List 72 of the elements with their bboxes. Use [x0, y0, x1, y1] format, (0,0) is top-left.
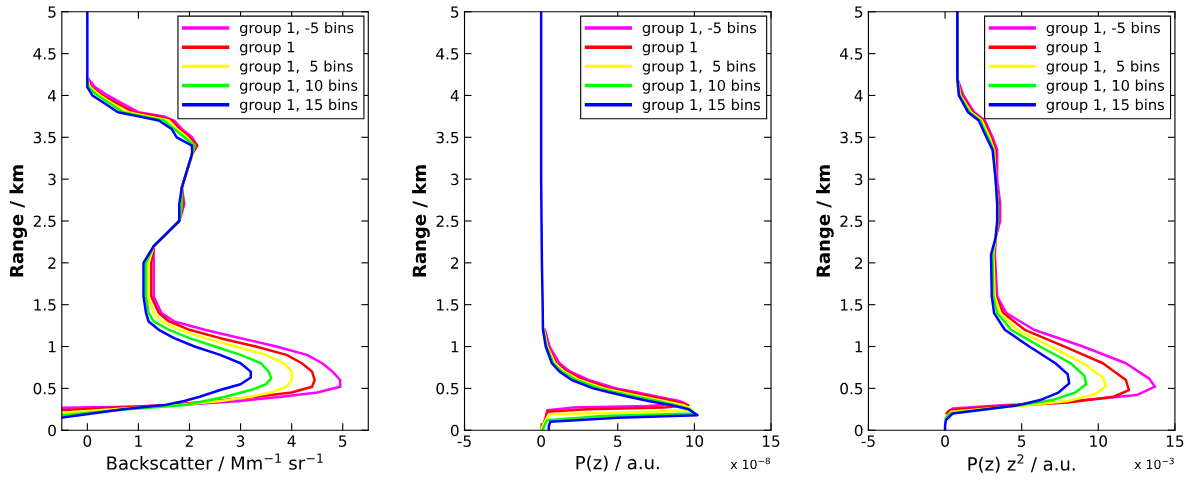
x-tick-label: 0 [537, 435, 545, 447]
y-tick-label: 4 [854, 90, 863, 102]
y-tick-label: 4.5 [33, 48, 56, 60]
x-tick-label: 15 [762, 435, 780, 447]
y-tick-label: 5 [451, 6, 459, 18]
legend-label: group 1, -5 bins [1046, 21, 1160, 37]
x-tick-label: 5 [1018, 435, 1026, 447]
y-tick-label: 3.5 [840, 131, 863, 144]
legend-label: group 1, 5 bins [1046, 60, 1160, 75]
x-tick-label: 10 [686, 435, 704, 447]
x-tick-label: 2 [185, 435, 193, 447]
y-tick-label: 2 [451, 257, 459, 269]
y-tick-label: 4.5 [436, 48, 459, 60]
legend-label: group 1, -5 bins [642, 21, 757, 37]
x-tick-label: 3 [236, 435, 245, 447]
y-tick-label: 4 [450, 90, 459, 102]
y-tick-label: 0.5 [436, 382, 459, 395]
legend-label: group 1, 5 bins [240, 60, 353, 75]
y-tick-label: 0.5 [840, 382, 863, 395]
text: x 10$^{−3}$ [1134, 457, 1174, 470]
legend-label: group 1, 15 bins [240, 98, 358, 113]
y-tick-label: 2.5 [436, 215, 459, 228]
x-tick-label: 4 [287, 435, 296, 447]
y-tick-label: 0.5 [33, 382, 56, 395]
x-tick-label: 10 [1090, 435, 1108, 447]
y-tick-label: 1 [855, 341, 863, 353]
legend-label: group 1, 15 bins [642, 98, 761, 113]
y-tick-label: 3 [855, 173, 863, 186]
y-axis-title: Range / km [816, 165, 834, 277]
text: x 10$^{−8}$ [730, 457, 770, 470]
y-tick-label: 3 [48, 173, 56, 186]
legend-label: group 1 [1046, 41, 1101, 56]
y-tick-label: 1.5 [437, 299, 459, 311]
x-tick-label: 0 [83, 435, 92, 447]
x-axis-title: P(z) / a.u. [576, 455, 659, 472]
y-tick-label: 3.5 [436, 131, 459, 144]
x-tick-label: 15 [1166, 435, 1184, 447]
y-tick-label: 1.5 [34, 299, 56, 311]
y-tick-label: 1 [451, 341, 459, 353]
x-tick-label: -5 [861, 435, 875, 447]
legend-label: group 1 [642, 41, 697, 56]
y-tick-label: 5 [855, 6, 863, 18]
y-tick-label: 2.5 [840, 215, 863, 228]
legend-label: group 1, 10 bins [642, 79, 761, 94]
y-tick-label: 2 [48, 257, 56, 269]
legend-label: group 1, -5 bins [240, 21, 354, 37]
y-tick-label: 3.5 [33, 131, 56, 144]
y-tick-label: 0 [48, 424, 56, 437]
legend-label: group 1, 10 bins [240, 79, 358, 94]
y-tick-label: 1 [48, 341, 56, 353]
x-tick-label: 0 [941, 435, 949, 447]
y-tick-label: 4 [47, 90, 57, 102]
y-tick-label: 2.5 [33, 215, 56, 228]
legend-label: group 1, 15 bins [1046, 98, 1165, 113]
y-tick-label: 0 [450, 424, 459, 437]
y-axis-title: Range / km [412, 165, 430, 277]
x-axis-title: Backscatter / Mm$^{−1}$ sr$^{−1}$ [107, 453, 323, 472]
y-tick-label: 1.5 [840, 299, 863, 311]
x-tick-label: -5 [457, 435, 471, 447]
legend-label: group 1, 10 bins [1046, 79, 1165, 94]
y-tick-label: 3 [451, 173, 459, 186]
x-axis-title: P(z) z$^{2}$ / a.u. [968, 454, 1075, 473]
legend-label: group 1 [240, 41, 295, 56]
x-tick-label: 5 [614, 435, 622, 447]
y-axis-title: Range / km [9, 165, 28, 277]
y-tick-label: 2 [854, 257, 863, 269]
x-tick-label: 1 [135, 435, 142, 447]
x-tick-label: 5 [339, 435, 347, 447]
legend-label: group 1, 5 bins [642, 60, 756, 75]
y-tick-label: 4.5 [840, 48, 863, 60]
y-tick-label: 5 [48, 6, 56, 18]
y-tick-label: 0 [854, 424, 863, 437]
